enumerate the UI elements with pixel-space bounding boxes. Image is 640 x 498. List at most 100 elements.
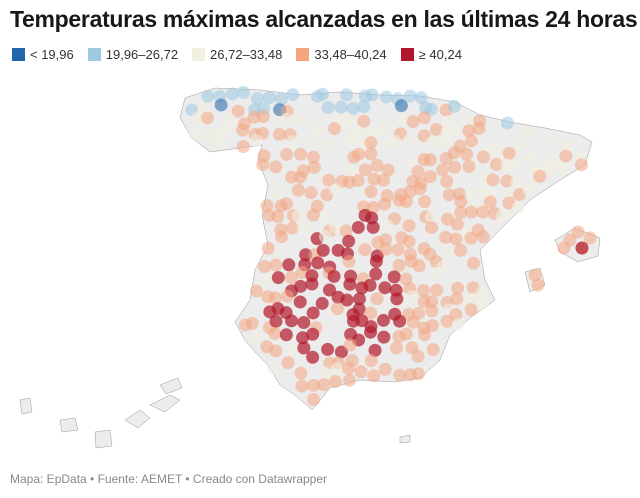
station-dot	[403, 185, 417, 199]
station-dot	[364, 136, 378, 150]
station-dot	[367, 369, 381, 383]
station-dot	[406, 315, 420, 329]
station-dot	[342, 113, 356, 127]
station-dot	[405, 290, 419, 304]
legend-item: 26,72–33,48	[192, 47, 282, 62]
legend-swatch	[87, 48, 101, 61]
station-dot	[294, 279, 308, 293]
station-dot	[430, 283, 444, 297]
station-dot	[339, 88, 353, 102]
station-dot	[357, 114, 371, 128]
station-dot	[495, 209, 509, 223]
station-dot	[364, 325, 378, 339]
station-dot	[476, 205, 490, 219]
legend-swatch	[296, 48, 310, 61]
station-dot	[464, 303, 478, 317]
station-dot	[464, 205, 478, 219]
station-dot	[507, 159, 521, 173]
station-dot	[390, 341, 404, 355]
station-dot	[258, 260, 272, 274]
station-dot	[364, 354, 378, 368]
station-dot	[249, 284, 263, 298]
station-dot	[327, 269, 341, 283]
station-dot	[440, 314, 454, 328]
station-dot	[304, 186, 318, 200]
station-dot	[440, 124, 454, 138]
station-dot	[226, 87, 240, 101]
station-dot	[510, 176, 524, 190]
station-dot	[435, 163, 449, 177]
station-dot	[261, 241, 275, 255]
footer-credits: Mapa: EpData • Fuente: AEMET • Creado co…	[10, 472, 328, 486]
station-dot	[267, 361, 281, 375]
station-dot	[364, 306, 378, 320]
station-dot	[306, 350, 320, 364]
station-dot	[388, 134, 402, 148]
station-dot	[412, 259, 426, 273]
station-dot	[425, 210, 439, 224]
station-dot	[285, 221, 299, 235]
station-dot	[447, 99, 461, 113]
station-dot	[512, 187, 526, 201]
station-dot	[271, 210, 285, 224]
station-dot	[366, 201, 380, 215]
station-dot	[528, 268, 542, 282]
station-dot	[381, 163, 395, 177]
station-dot	[285, 314, 299, 328]
station-dot	[402, 134, 416, 148]
station-dot	[449, 232, 463, 246]
station-dot	[306, 208, 320, 222]
station-dot	[343, 338, 357, 352]
station-dot	[260, 272, 274, 286]
station-dot	[381, 219, 395, 233]
station-dot	[271, 271, 285, 285]
station-dot	[328, 375, 342, 389]
legend-label: ≥ 40,24	[418, 47, 462, 62]
station-dot	[559, 149, 573, 163]
station-dot	[367, 172, 381, 186]
station-dot	[280, 112, 294, 126]
station-dot	[296, 222, 310, 236]
station-dot	[282, 258, 296, 272]
station-dot	[247, 110, 261, 124]
station-dot	[281, 356, 295, 370]
station-dot	[346, 101, 360, 115]
station-dot	[413, 182, 427, 196]
legend-swatch	[192, 48, 206, 61]
station-dot	[387, 270, 401, 284]
legend-item: ≥ 40,24	[400, 47, 462, 62]
station-dot	[460, 147, 474, 161]
station-dot	[328, 183, 342, 197]
station-dot	[378, 281, 392, 295]
station-dot	[284, 271, 298, 285]
station-dot	[379, 242, 393, 256]
station-dot	[418, 195, 432, 209]
station-dot	[279, 197, 293, 211]
station-dot	[533, 169, 547, 183]
station-dot	[236, 140, 250, 154]
station-dot	[464, 134, 478, 148]
station-dot	[355, 314, 369, 328]
station-dot	[369, 254, 383, 268]
station-dot	[500, 174, 514, 188]
station-dot	[334, 345, 348, 359]
station-dot	[351, 173, 365, 187]
station-dot	[466, 256, 480, 270]
station-dot	[557, 162, 571, 176]
station-dot	[306, 150, 320, 164]
station-dot	[307, 378, 321, 392]
station-dot	[560, 139, 574, 153]
station-dot	[370, 158, 384, 172]
station-dot	[328, 220, 342, 234]
legend-item: 33,48–40,24	[296, 47, 387, 62]
station-dot	[286, 88, 300, 102]
station-dot	[442, 188, 456, 202]
station-dot	[425, 135, 439, 149]
station-dot	[411, 367, 425, 381]
station-dot	[310, 123, 324, 137]
station-dot	[268, 327, 282, 341]
station-dot	[390, 292, 404, 306]
station-dot	[411, 349, 425, 363]
station-dot	[438, 135, 452, 149]
station-dot	[352, 292, 366, 306]
